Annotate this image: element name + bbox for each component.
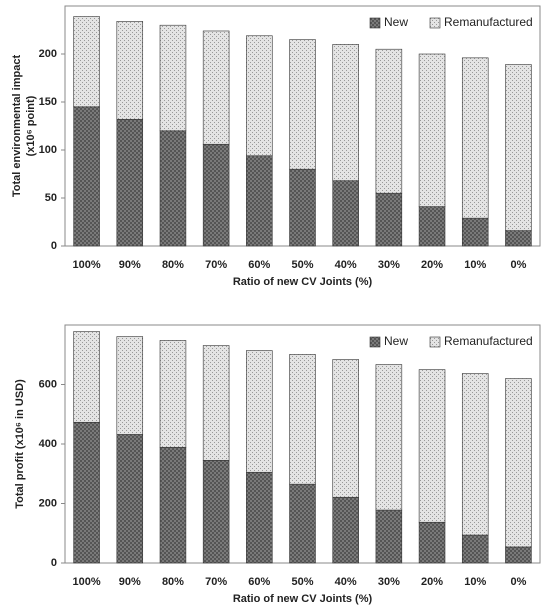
bar-segment: [418, 521, 446, 564]
bar-segment: [202, 345, 230, 461]
x-tick-label: 30%: [378, 576, 400, 588]
legend-label: Remanufactured: [444, 334, 533, 348]
bar-segment: [375, 509, 403, 564]
bar-segment: [418, 369, 446, 523]
x-tick-label: 20%: [421, 576, 443, 588]
y-tick-label: 150: [39, 96, 57, 108]
y-tick-label: 0: [51, 240, 57, 252]
bar-segment: [332, 44, 359, 182]
bar-segment: [73, 421, 100, 564]
bar-segment: [461, 217, 489, 247]
bar-segment: [461, 534, 489, 564]
legend-swatch: [369, 336, 381, 348]
legend-swatch: [429, 17, 441, 29]
x-tick-label: 20%: [421, 259, 443, 271]
x-tick-label: 40%: [335, 259, 357, 271]
bar-segment: [159, 130, 187, 247]
x-tick-label: 40%: [335, 576, 357, 588]
bar-segment: [73, 331, 100, 423]
bar-segment: [116, 118, 144, 247]
x-tick-label: 90%: [119, 259, 141, 271]
bar-segment: [289, 168, 316, 247]
bar-segment: [116, 336, 144, 435]
bar-segment: [418, 53, 446, 207]
bar-segment: [202, 460, 230, 564]
x-tick-label: 100%: [73, 259, 101, 271]
x-tick-label: 30%: [378, 259, 400, 271]
bar-segment: [375, 48, 403, 194]
bar-segment: [289, 354, 316, 485]
y-tick-label: 50: [45, 192, 57, 204]
bar-segment: [375, 364, 403, 511]
bar-segment: [73, 106, 100, 247]
bar-segment: [505, 64, 532, 231]
bar-segment: [505, 378, 532, 548]
y-tick-label: 0: [51, 557, 57, 569]
legend-label: New: [384, 334, 408, 348]
x-tick-label: 50%: [291, 259, 313, 271]
x-tick-label: 10%: [464, 576, 486, 588]
y-tick-label: 200: [39, 497, 57, 509]
x-axis-title: Ratio of new CV Joints (%): [233, 593, 373, 605]
legend-swatch: [429, 336, 441, 348]
x-tick-label: 0%: [510, 576, 526, 588]
legend-label: Remanufactured: [444, 15, 533, 29]
bar-segment: [202, 30, 230, 145]
bar-segment: [289, 483, 316, 564]
legend-swatch: [369, 17, 381, 29]
bar-segment: [418, 206, 446, 247]
x-tick-label: 60%: [248, 259, 270, 271]
y-tick-label: 600: [39, 378, 57, 390]
y-tick-label: 400: [39, 438, 57, 450]
x-tick-label: 80%: [162, 576, 184, 588]
bar-segment: [332, 359, 359, 498]
x-tick-label: 50%: [291, 576, 313, 588]
legend-label: New: [384, 15, 408, 29]
x-tick-label: 90%: [119, 576, 141, 588]
bar-segment: [159, 446, 187, 564]
x-tick-label: 0%: [510, 259, 526, 271]
bar-segment: [202, 143, 230, 247]
bar-segment: [159, 340, 187, 448]
bar-segment: [116, 434, 144, 564]
x-axis-title: Ratio of new CV Joints (%): [233, 276, 373, 288]
bar-segment: [116, 21, 144, 120]
bar-segment: [332, 180, 359, 247]
x-tick-label: 100%: [73, 576, 101, 588]
bar-segment: [246, 155, 273, 247]
y-axis-title: (x10⁶ point): [25, 95, 37, 156]
y-axis-title: Total profit (x10⁶ in USD): [14, 379, 26, 509]
y-axis-title: Total environmental impact: [11, 55, 23, 198]
bar-segment: [461, 373, 489, 536]
bar-segment: [505, 546, 532, 564]
bar-segment: [73, 16, 100, 108]
bar-segment: [505, 230, 532, 247]
bar-segment: [332, 496, 359, 564]
bar-segment: [246, 35, 273, 157]
x-tick-label: 70%: [205, 259, 227, 271]
x-tick-label: 70%: [205, 576, 227, 588]
bar-segment: [289, 39, 316, 170]
x-tick-label: 60%: [248, 576, 270, 588]
x-tick-label: 10%: [464, 259, 486, 271]
bar-segment: [375, 192, 403, 247]
bar-segment: [159, 24, 187, 132]
y-tick-label: 100: [39, 144, 57, 156]
y-tick-label: 200: [39, 48, 57, 60]
bar-segment: [461, 57, 489, 219]
bar-segment: [246, 350, 273, 473]
bar-segment: [246, 471, 273, 564]
x-tick-label: 80%: [162, 259, 184, 271]
